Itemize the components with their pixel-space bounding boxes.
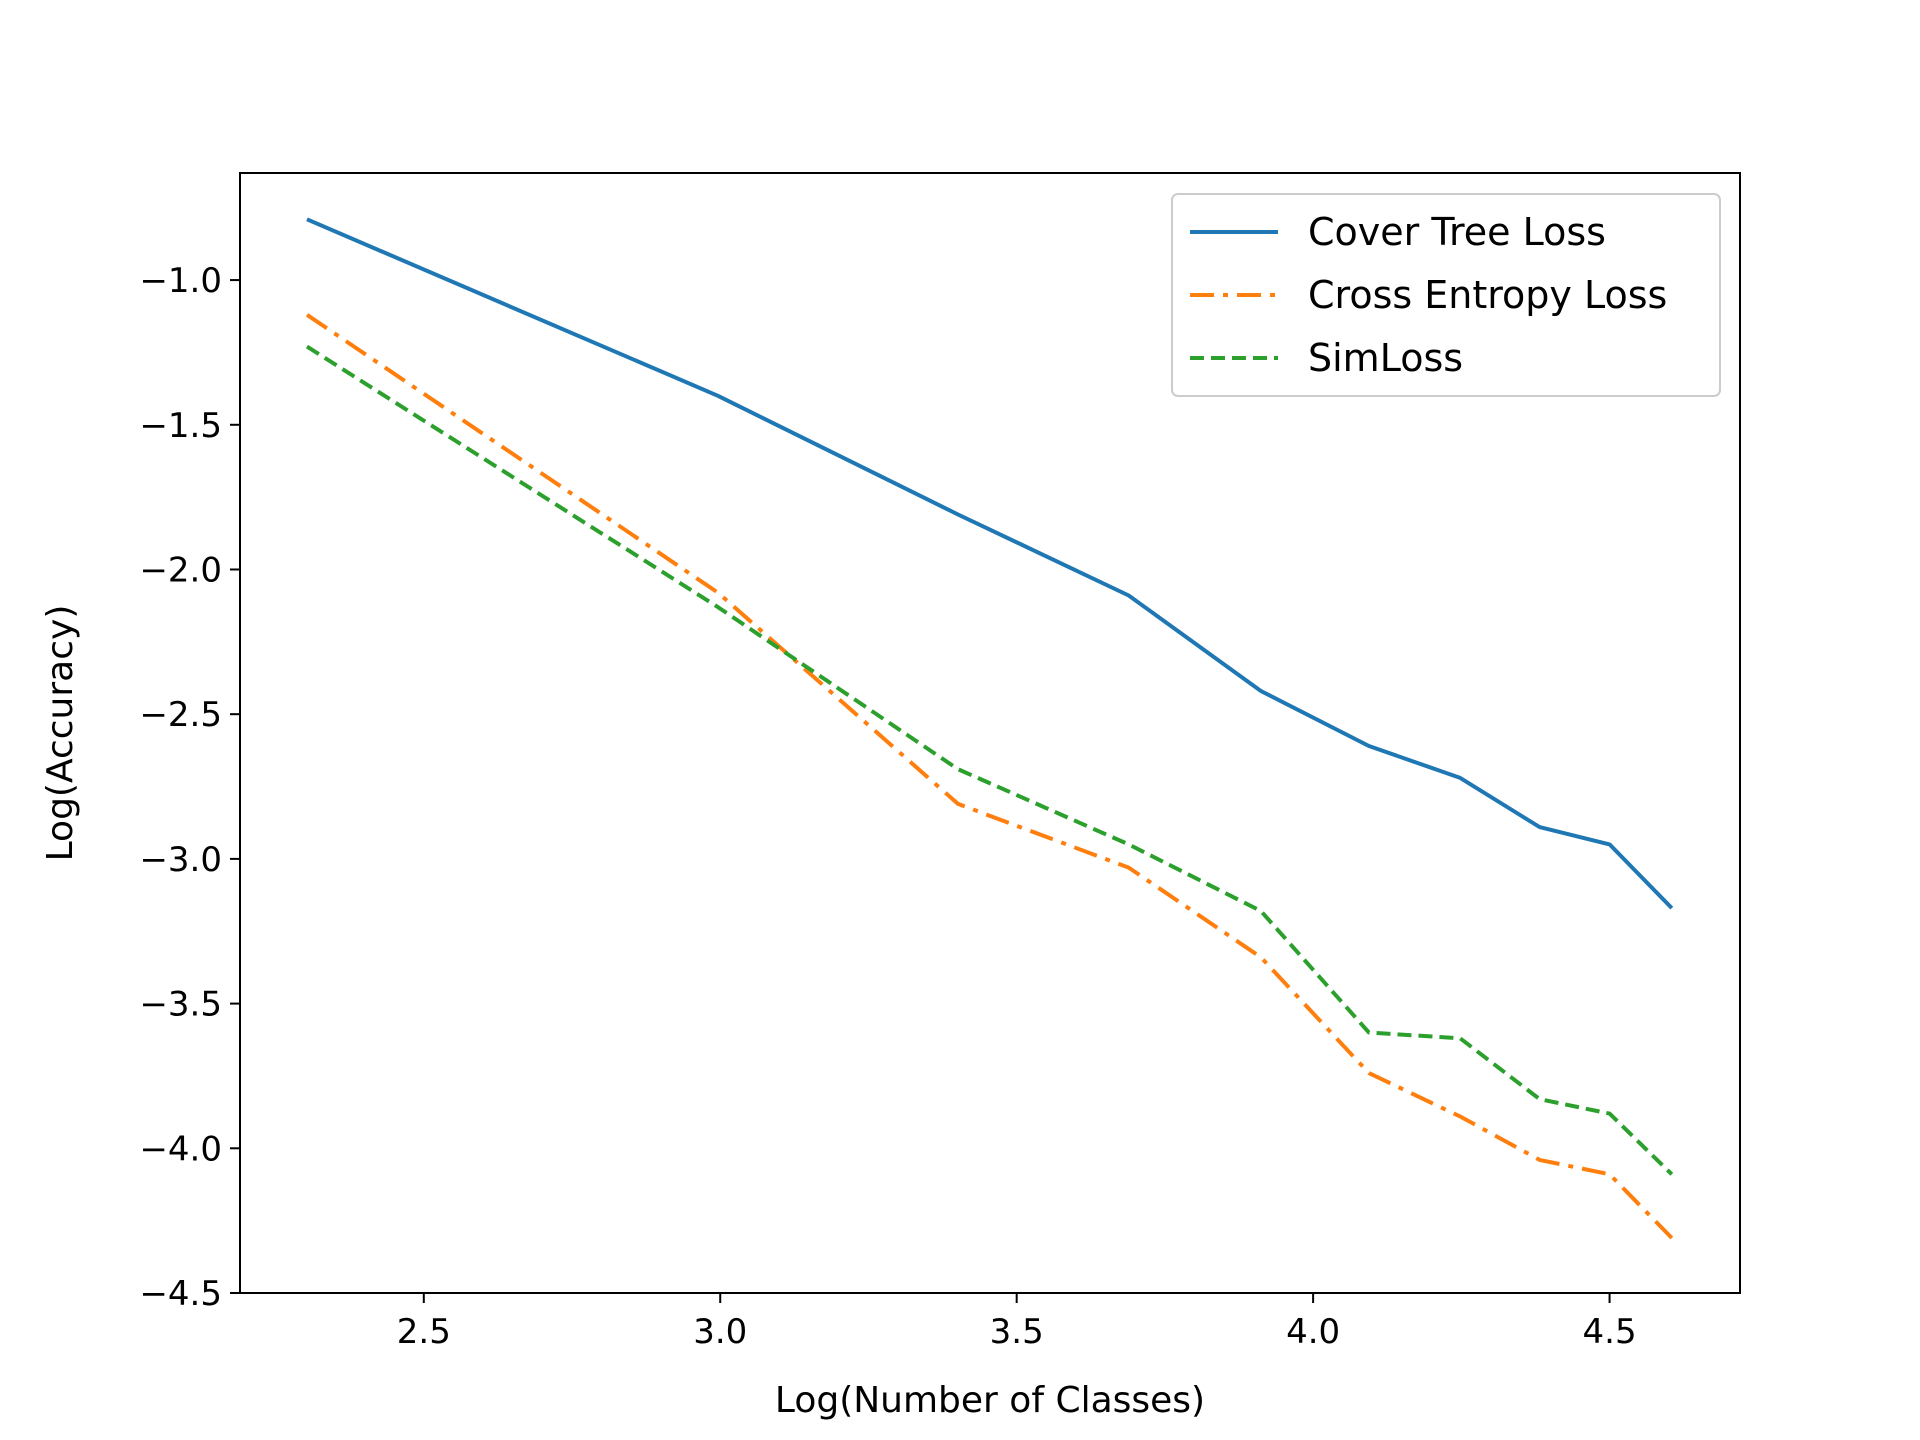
series-layer xyxy=(305,217,1674,1240)
x-tick-label: 3.5 xyxy=(990,1312,1044,1352)
legend-label-1: Cover Tree Loss xyxy=(1308,210,1606,254)
y-tick-label: −1.5 xyxy=(139,406,222,446)
x-tick-label: 3.0 xyxy=(693,1312,747,1352)
x-tick-label: 2.5 xyxy=(397,1312,451,1352)
legend-entries: Cover Tree Loss Cross Entropy Loss SimLoss xyxy=(1190,210,1667,380)
y-axis-ticks: −1.0 −1.5 −2.0 −2.5 −3.0 −3.5 −4.0 −4.5 xyxy=(139,261,240,1314)
x-axis-ticks: 2.5 3.0 3.5 4.0 4.5 xyxy=(397,1293,1637,1352)
y-axis-label: Log(Accuracy) xyxy=(40,605,81,862)
y-tick-label: −1.0 xyxy=(139,261,222,301)
y-tick-label: −3.5 xyxy=(139,985,222,1025)
x-tick-label: 4.0 xyxy=(1286,1312,1340,1352)
y-tick-label: −3.0 xyxy=(139,840,222,880)
legend-box xyxy=(1171,193,1721,397)
series-line-3 xyxy=(305,344,1674,1176)
y-tick-label: −4.5 xyxy=(139,1274,222,1314)
series-line-2 xyxy=(305,313,1674,1240)
legend-label-2: Cross Entropy Loss xyxy=(1308,273,1667,317)
y-tick-label: −2.5 xyxy=(139,695,222,735)
series-line-1 xyxy=(306,217,1674,910)
plot-frame xyxy=(239,172,1741,1294)
legend: Cover Tree Loss Cross Entropy Loss SimLoss xyxy=(1171,193,1721,397)
x-tick-label: 4.5 xyxy=(1583,1312,1637,1352)
legend-label-3: SimLoss xyxy=(1308,336,1463,380)
y-tick-label: −4.0 xyxy=(139,1129,222,1169)
x-axis-label: Log(Number of Classes) xyxy=(775,1380,1205,1421)
y-tick-label: −2.0 xyxy=(139,550,222,590)
